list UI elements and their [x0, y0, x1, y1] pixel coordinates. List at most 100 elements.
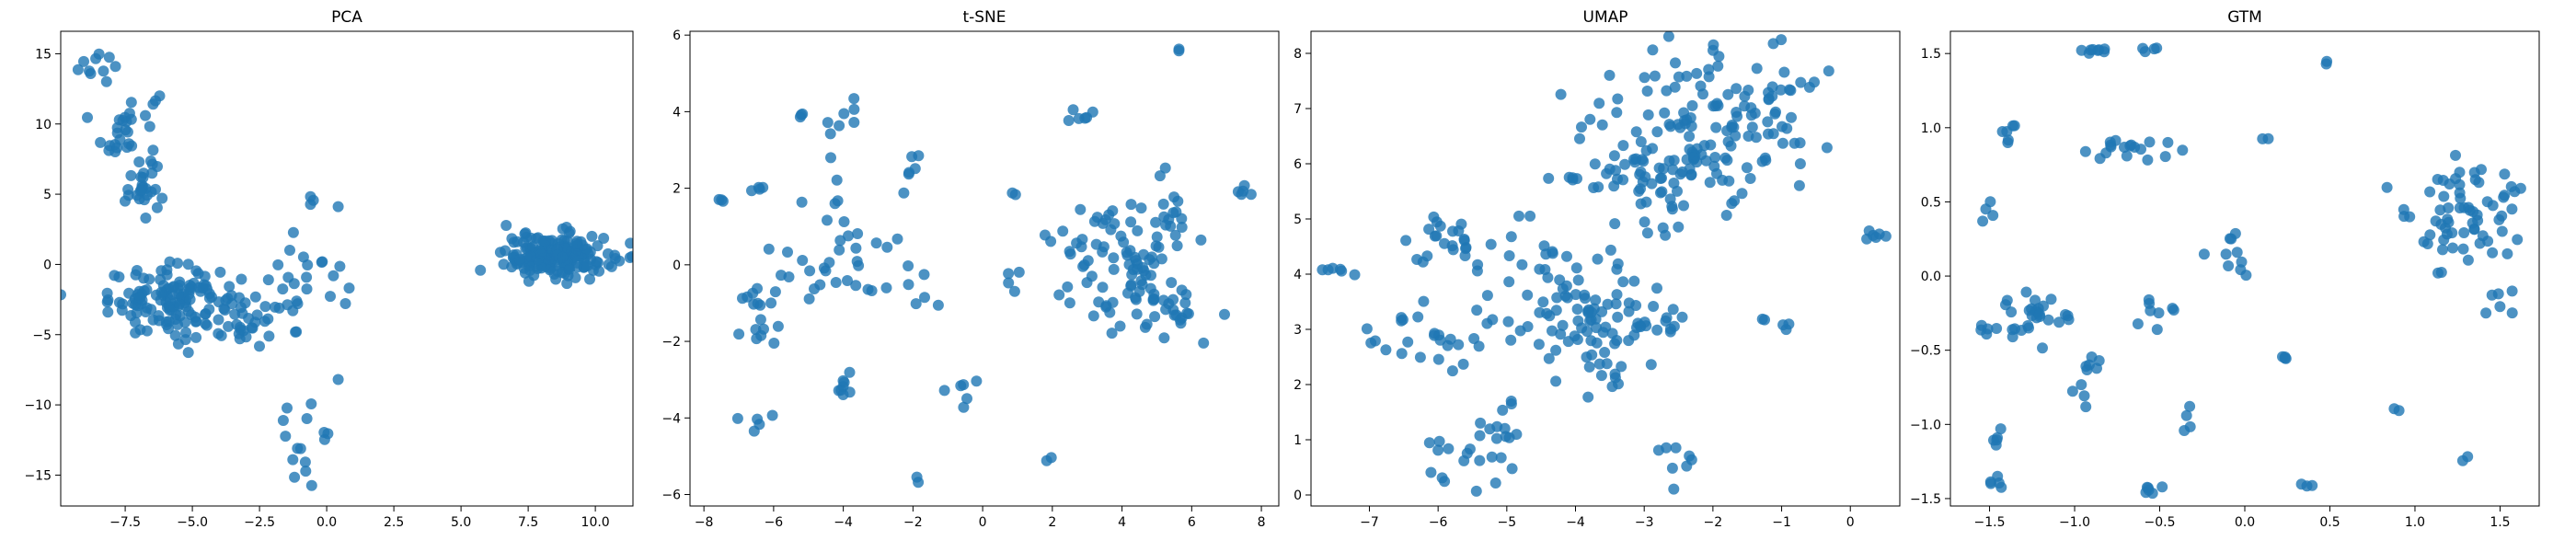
- data-point: [1053, 289, 1065, 301]
- data-point: [1868, 229, 1879, 241]
- data-point: [1130, 255, 1142, 267]
- data-point: [2480, 307, 2492, 319]
- data-point: [1588, 182, 1600, 193]
- data-point: [881, 241, 893, 253]
- data-point: [1756, 313, 1768, 325]
- data-point: [1166, 277, 1178, 289]
- data-point: [322, 428, 334, 440]
- data-point: [1471, 305, 1483, 316]
- data-point: [506, 261, 518, 273]
- data-point: [2105, 139, 2117, 151]
- data-point: [1063, 115, 1075, 126]
- data-point: [1349, 269, 1361, 281]
- x-tick-label: −1.5: [1974, 515, 2006, 530]
- data-point: [1402, 336, 1414, 348]
- y-tick-label: −6: [661, 489, 681, 503]
- data-point: [184, 293, 196, 305]
- data-point: [1446, 365, 1458, 377]
- data-point: [624, 252, 633, 263]
- data-point: [2079, 145, 2091, 157]
- data-point: [2468, 167, 2480, 178]
- data-point: [1009, 189, 1021, 201]
- data-point: [1432, 444, 1444, 456]
- data-point: [1617, 140, 1629, 152]
- data-point: [305, 479, 317, 491]
- data-point: [1985, 477, 1996, 489]
- data-point: [1541, 307, 1553, 319]
- data-point: [1635, 166, 1647, 178]
- data-point: [2076, 379, 2087, 391]
- data-point: [1593, 98, 1605, 109]
- data-point: [1589, 158, 1601, 170]
- data-point: [1645, 359, 1657, 371]
- data-point: [2198, 248, 2210, 260]
- data-point: [155, 265, 167, 277]
- data-point: [1586, 349, 1598, 361]
- x-tick-label: −7.5: [109, 515, 141, 530]
- data-point: [1720, 210, 1732, 221]
- data-point: [109, 61, 121, 73]
- data-point: [1547, 246, 1558, 258]
- data-point: [891, 233, 903, 245]
- data-point: [910, 298, 922, 310]
- data-point: [239, 297, 251, 309]
- y-tick-label: 0.5: [1921, 195, 1941, 210]
- data-point: [2454, 167, 2466, 178]
- data-point: [971, 375, 983, 387]
- data-point: [121, 126, 133, 138]
- data-point: [1505, 334, 1517, 346]
- data-point: [1153, 241, 1165, 253]
- data-point: [753, 181, 765, 193]
- data-point: [1538, 240, 1550, 252]
- data-point: [1425, 466, 1437, 478]
- data-point: [224, 281, 236, 293]
- data-point: [2438, 190, 2450, 202]
- data-point: [141, 325, 153, 337]
- data-point: [1608, 150, 1620, 162]
- data-point: [2121, 150, 2133, 162]
- data-point: [2135, 144, 2146, 155]
- data-point: [2132, 318, 2144, 329]
- data-point: [262, 274, 274, 286]
- data-point: [1146, 251, 1157, 263]
- data-point: [1664, 121, 1676, 132]
- data-point: [1751, 63, 1763, 75]
- data-point: [1726, 198, 1738, 210]
- data-point: [1172, 195, 1184, 207]
- data-point: [1583, 361, 1595, 373]
- y-tick-label: 1.5: [1921, 47, 1941, 62]
- data-point: [1987, 210, 1999, 222]
- data-point: [125, 169, 137, 181]
- data-point: [1775, 84, 1787, 96]
- data-point: [1506, 463, 1518, 475]
- data-point: [1821, 142, 1833, 154]
- data-point: [2139, 46, 2151, 58]
- data-point: [1551, 292, 1563, 304]
- data-point: [1691, 156, 1703, 168]
- data-point: [1176, 213, 1188, 224]
- y-tick-label: 5: [1294, 213, 1302, 227]
- data-point: [1633, 185, 1645, 197]
- data-point: [1555, 88, 1567, 100]
- x-tick-label: −2: [903, 515, 923, 530]
- data-point: [1513, 210, 1524, 222]
- data-point: [520, 227, 532, 239]
- data-point: [2498, 191, 2510, 203]
- data-point: [213, 314, 224, 326]
- x-tick-label: 1.5: [2490, 515, 2510, 530]
- data-point: [518, 262, 530, 274]
- data-point: [2053, 316, 2065, 328]
- data-point: [769, 286, 781, 298]
- data-point: [2506, 307, 2518, 319]
- data-point: [776, 270, 787, 282]
- data-point: [100, 75, 112, 87]
- x-tick-label: 10.0: [581, 515, 610, 530]
- data-point: [1731, 83, 1742, 95]
- data-point: [1653, 162, 1665, 174]
- data-point: [1616, 361, 1627, 373]
- data-point: [1663, 155, 1675, 167]
- points-group: [1975, 42, 2526, 500]
- data-point: [272, 259, 284, 270]
- y-tick-label: 8: [1294, 47, 1302, 62]
- data-point: [72, 63, 84, 75]
